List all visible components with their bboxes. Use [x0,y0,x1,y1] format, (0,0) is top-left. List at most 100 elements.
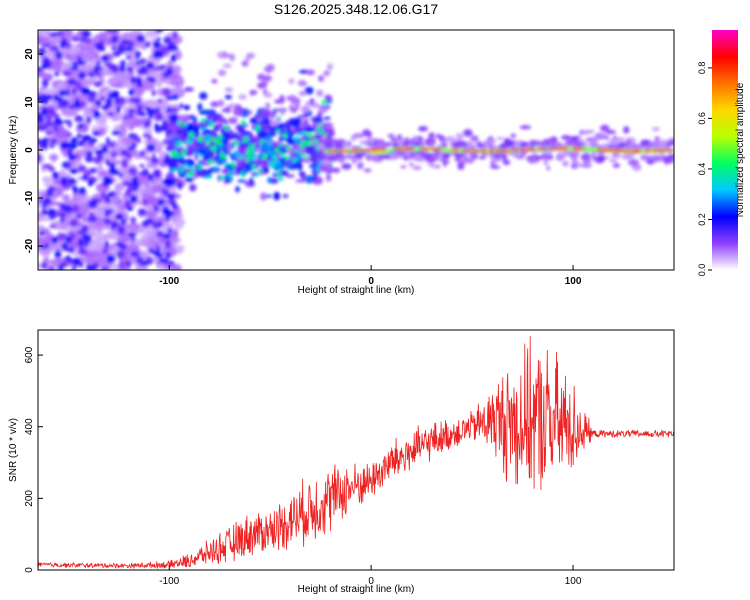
spectrogram-x-axis-label: Height of straight line (km) [298,285,415,296]
spectrogram-blob [112,50,121,57]
spectrogram-blob [162,87,171,97]
spectrogram-blob [478,156,486,160]
spectrogram-blob [49,44,60,53]
spectrogram-blob [162,232,172,239]
spectrogram-blob [285,145,291,151]
spectrogram-blob [71,185,77,191]
spectrogram-blob [184,87,192,92]
spectrogram-blob [459,157,470,164]
spectrogram-blob [77,140,85,147]
spectrogram-blob [445,135,455,143]
spectrogram-blob [233,109,243,117]
spectrogram-blob [131,142,137,149]
spectrogram-blob [167,122,180,130]
spectrogram-blob [110,115,121,122]
spectrogram-blob [155,195,168,200]
spectrogram-blob [134,50,141,58]
spectrogram-blob [210,101,220,108]
spectrogram-blob [88,211,95,220]
spectrogram-blob [119,124,128,137]
spectrogram-blob [164,210,175,217]
spectrogram-blob [616,137,625,141]
spectrogram-blob [77,123,85,129]
spectrogram-blob [588,140,599,149]
spectrogram-blob [93,112,102,118]
spectrogram-blob [237,179,247,183]
spectrogram-blob [241,60,249,67]
spectrogram-blob [223,162,229,168]
spectrogram-blob [173,93,179,101]
spectrogram-blob [161,258,166,263]
spectrogram-blob [100,55,110,62]
spectrogram-blob [47,208,57,215]
snr-y-tick-label: 600 [24,346,35,363]
spectrogram-blob [657,140,668,148]
spectrogram-blob [103,217,113,226]
spectrogram-blob [356,163,363,170]
spectrogram-blob [129,97,138,104]
spectrogram-blob [88,242,99,251]
spectrogram-blob [118,243,128,250]
spectrogram-blob [75,80,82,90]
spectrogram-blob [61,62,71,68]
spectrogram-blob [113,125,121,132]
spectrogram-blob [266,142,273,150]
spectrogram-blob [317,75,325,82]
spectrogram-blob [124,199,129,208]
spectrogram-blob [224,94,232,100]
spectrogram-blob [105,137,110,146]
spectrogram-blob [363,168,372,173]
spectrogram-blob [70,65,79,71]
spectrogram-blob [38,225,45,231]
spectrogram-blob [520,142,526,147]
spectrogram-blob [38,35,46,45]
spectrogram-blob [211,78,218,84]
spectrogram-blob [166,44,174,51]
spectrogram-blob [229,162,237,167]
spectrogram-blob [383,153,391,160]
spectrogram-blob [155,112,162,117]
spectrogram-blob [463,129,473,137]
spectrogram-blob [229,53,235,62]
spectrogram-blob [421,152,433,158]
spectrogram-blob [608,138,620,145]
spectrogram-blob [146,229,156,239]
spectrogram-blob [494,149,501,153]
spectrogram-blob [590,136,599,143]
spectrogram-blob [248,109,253,115]
spectrogram-blob [218,143,224,149]
colorbar-tick-label: 0.4 [697,163,707,176]
spectrogram-blob [396,134,403,140]
spectrogram-blob [299,140,307,147]
spectrogram-blob [541,153,550,160]
spectrogram-blob [108,141,116,148]
spectrogram-blob [310,152,317,161]
spectrogram-blob [157,98,163,104]
spectrogram-blob [39,141,45,150]
spectrogram-blob [276,164,284,172]
snr-plot-area [38,330,674,570]
spectrogram-blob [84,155,94,163]
spectrogram-blob [667,154,674,159]
spectrogram-blob [202,129,212,135]
spectrogram-blob [62,70,73,77]
spectrogram-blob [289,94,297,103]
snr-x-axis-label: Height of straight line (km) [298,584,415,595]
spectrogram-blob [276,170,281,176]
spectrogram-blob [487,138,496,145]
spectrogram-blob [217,69,227,77]
spectrogram-blob [296,115,306,119]
spectrogram-blob [219,175,226,181]
spectrogram-blob [167,227,173,234]
snr-series-line [38,336,674,570]
spectrogram-blob [269,119,279,127]
spectrogram-blob [44,88,58,95]
spectrogram-blob [38,66,43,73]
spectrogram-blob [259,139,266,143]
spectrogram-blob [359,149,365,152]
spectrogram-blob [150,109,155,115]
spectrogram-blob [457,162,465,170]
spectrogram-blob [342,141,352,149]
spectrogram-blob [46,94,53,100]
